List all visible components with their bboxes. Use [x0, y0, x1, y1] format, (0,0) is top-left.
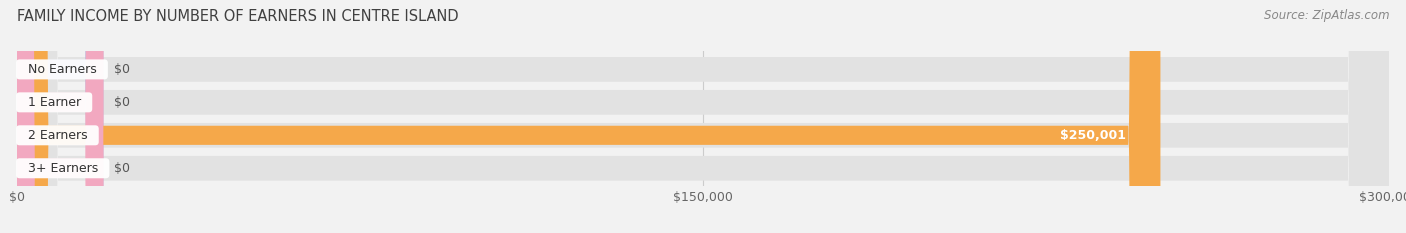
FancyBboxPatch shape: [17, 0, 103, 233]
Text: Source: ZipAtlas.com: Source: ZipAtlas.com: [1264, 9, 1389, 22]
FancyBboxPatch shape: [17, 0, 1160, 233]
Text: No Earners: No Earners: [20, 63, 104, 76]
Text: $0: $0: [114, 162, 131, 175]
FancyBboxPatch shape: [17, 0, 1389, 233]
FancyBboxPatch shape: [17, 0, 103, 233]
FancyBboxPatch shape: [17, 0, 1389, 233]
FancyBboxPatch shape: [17, 0, 1389, 233]
Text: $250,001: $250,001: [1060, 129, 1126, 142]
Text: FAMILY INCOME BY NUMBER OF EARNERS IN CENTRE ISLAND: FAMILY INCOME BY NUMBER OF EARNERS IN CE…: [17, 9, 458, 24]
Text: 1 Earner: 1 Earner: [20, 96, 89, 109]
FancyBboxPatch shape: [17, 0, 1389, 233]
Text: 2 Earners: 2 Earners: [20, 129, 96, 142]
Text: $0: $0: [114, 96, 131, 109]
FancyBboxPatch shape: [17, 0, 103, 233]
Text: $0: $0: [114, 63, 131, 76]
Text: 3+ Earners: 3+ Earners: [20, 162, 105, 175]
